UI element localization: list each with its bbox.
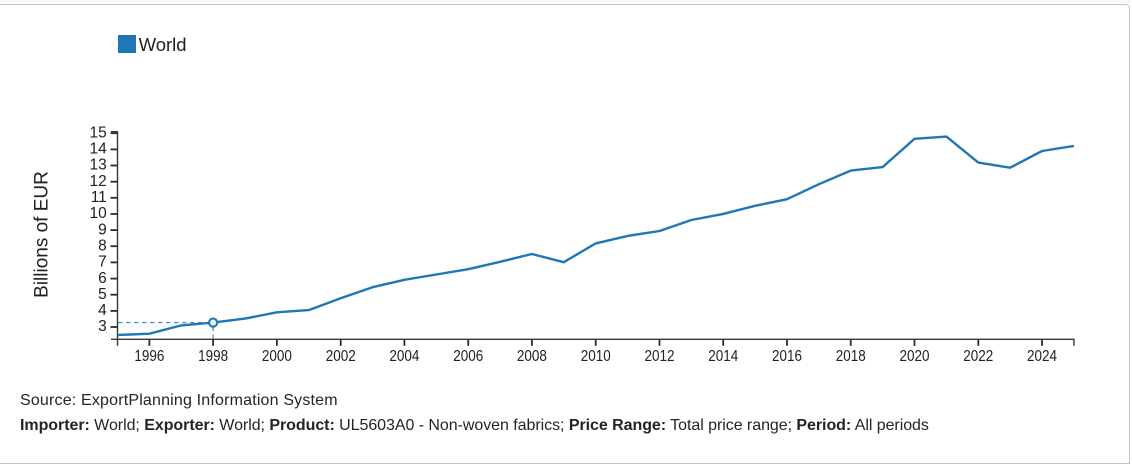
svg-text:2008: 2008 <box>517 348 547 365</box>
svg-text:2014: 2014 <box>708 348 738 365</box>
svg-text:1996: 1996 <box>134 348 164 365</box>
svg-text:2012: 2012 <box>645 348 675 365</box>
svg-text:2016: 2016 <box>772 348 802 365</box>
svg-text:8: 8 <box>98 237 107 254</box>
svg-text:11: 11 <box>91 189 107 206</box>
svg-text:2018: 2018 <box>836 348 866 365</box>
svg-text:10: 10 <box>90 205 108 222</box>
svg-text:2006: 2006 <box>453 348 483 365</box>
svg-text:9: 9 <box>98 221 107 238</box>
svg-text:2004: 2004 <box>389 348 419 365</box>
svg-text:7: 7 <box>98 254 107 271</box>
svg-text:2022: 2022 <box>963 348 993 365</box>
svg-text:13: 13 <box>90 157 107 174</box>
svg-text:3: 3 <box>98 318 107 335</box>
svg-text:2020: 2020 <box>900 348 930 365</box>
svg-text:6: 6 <box>98 270 107 287</box>
svg-text:5: 5 <box>98 286 107 303</box>
svg-text:2000: 2000 <box>262 348 292 365</box>
svg-text:12: 12 <box>90 173 107 190</box>
svg-text:2024: 2024 <box>1027 348 1057 365</box>
svg-text:4: 4 <box>98 302 107 319</box>
svg-text:Billions of EUR: Billions of EUR <box>32 171 53 298</box>
svg-text:2002: 2002 <box>326 348 356 365</box>
svg-text:2010: 2010 <box>581 348 611 365</box>
svg-text:1998: 1998 <box>198 348 228 365</box>
svg-text:15: 15 <box>90 124 107 141</box>
svg-text:14: 14 <box>90 141 108 158</box>
